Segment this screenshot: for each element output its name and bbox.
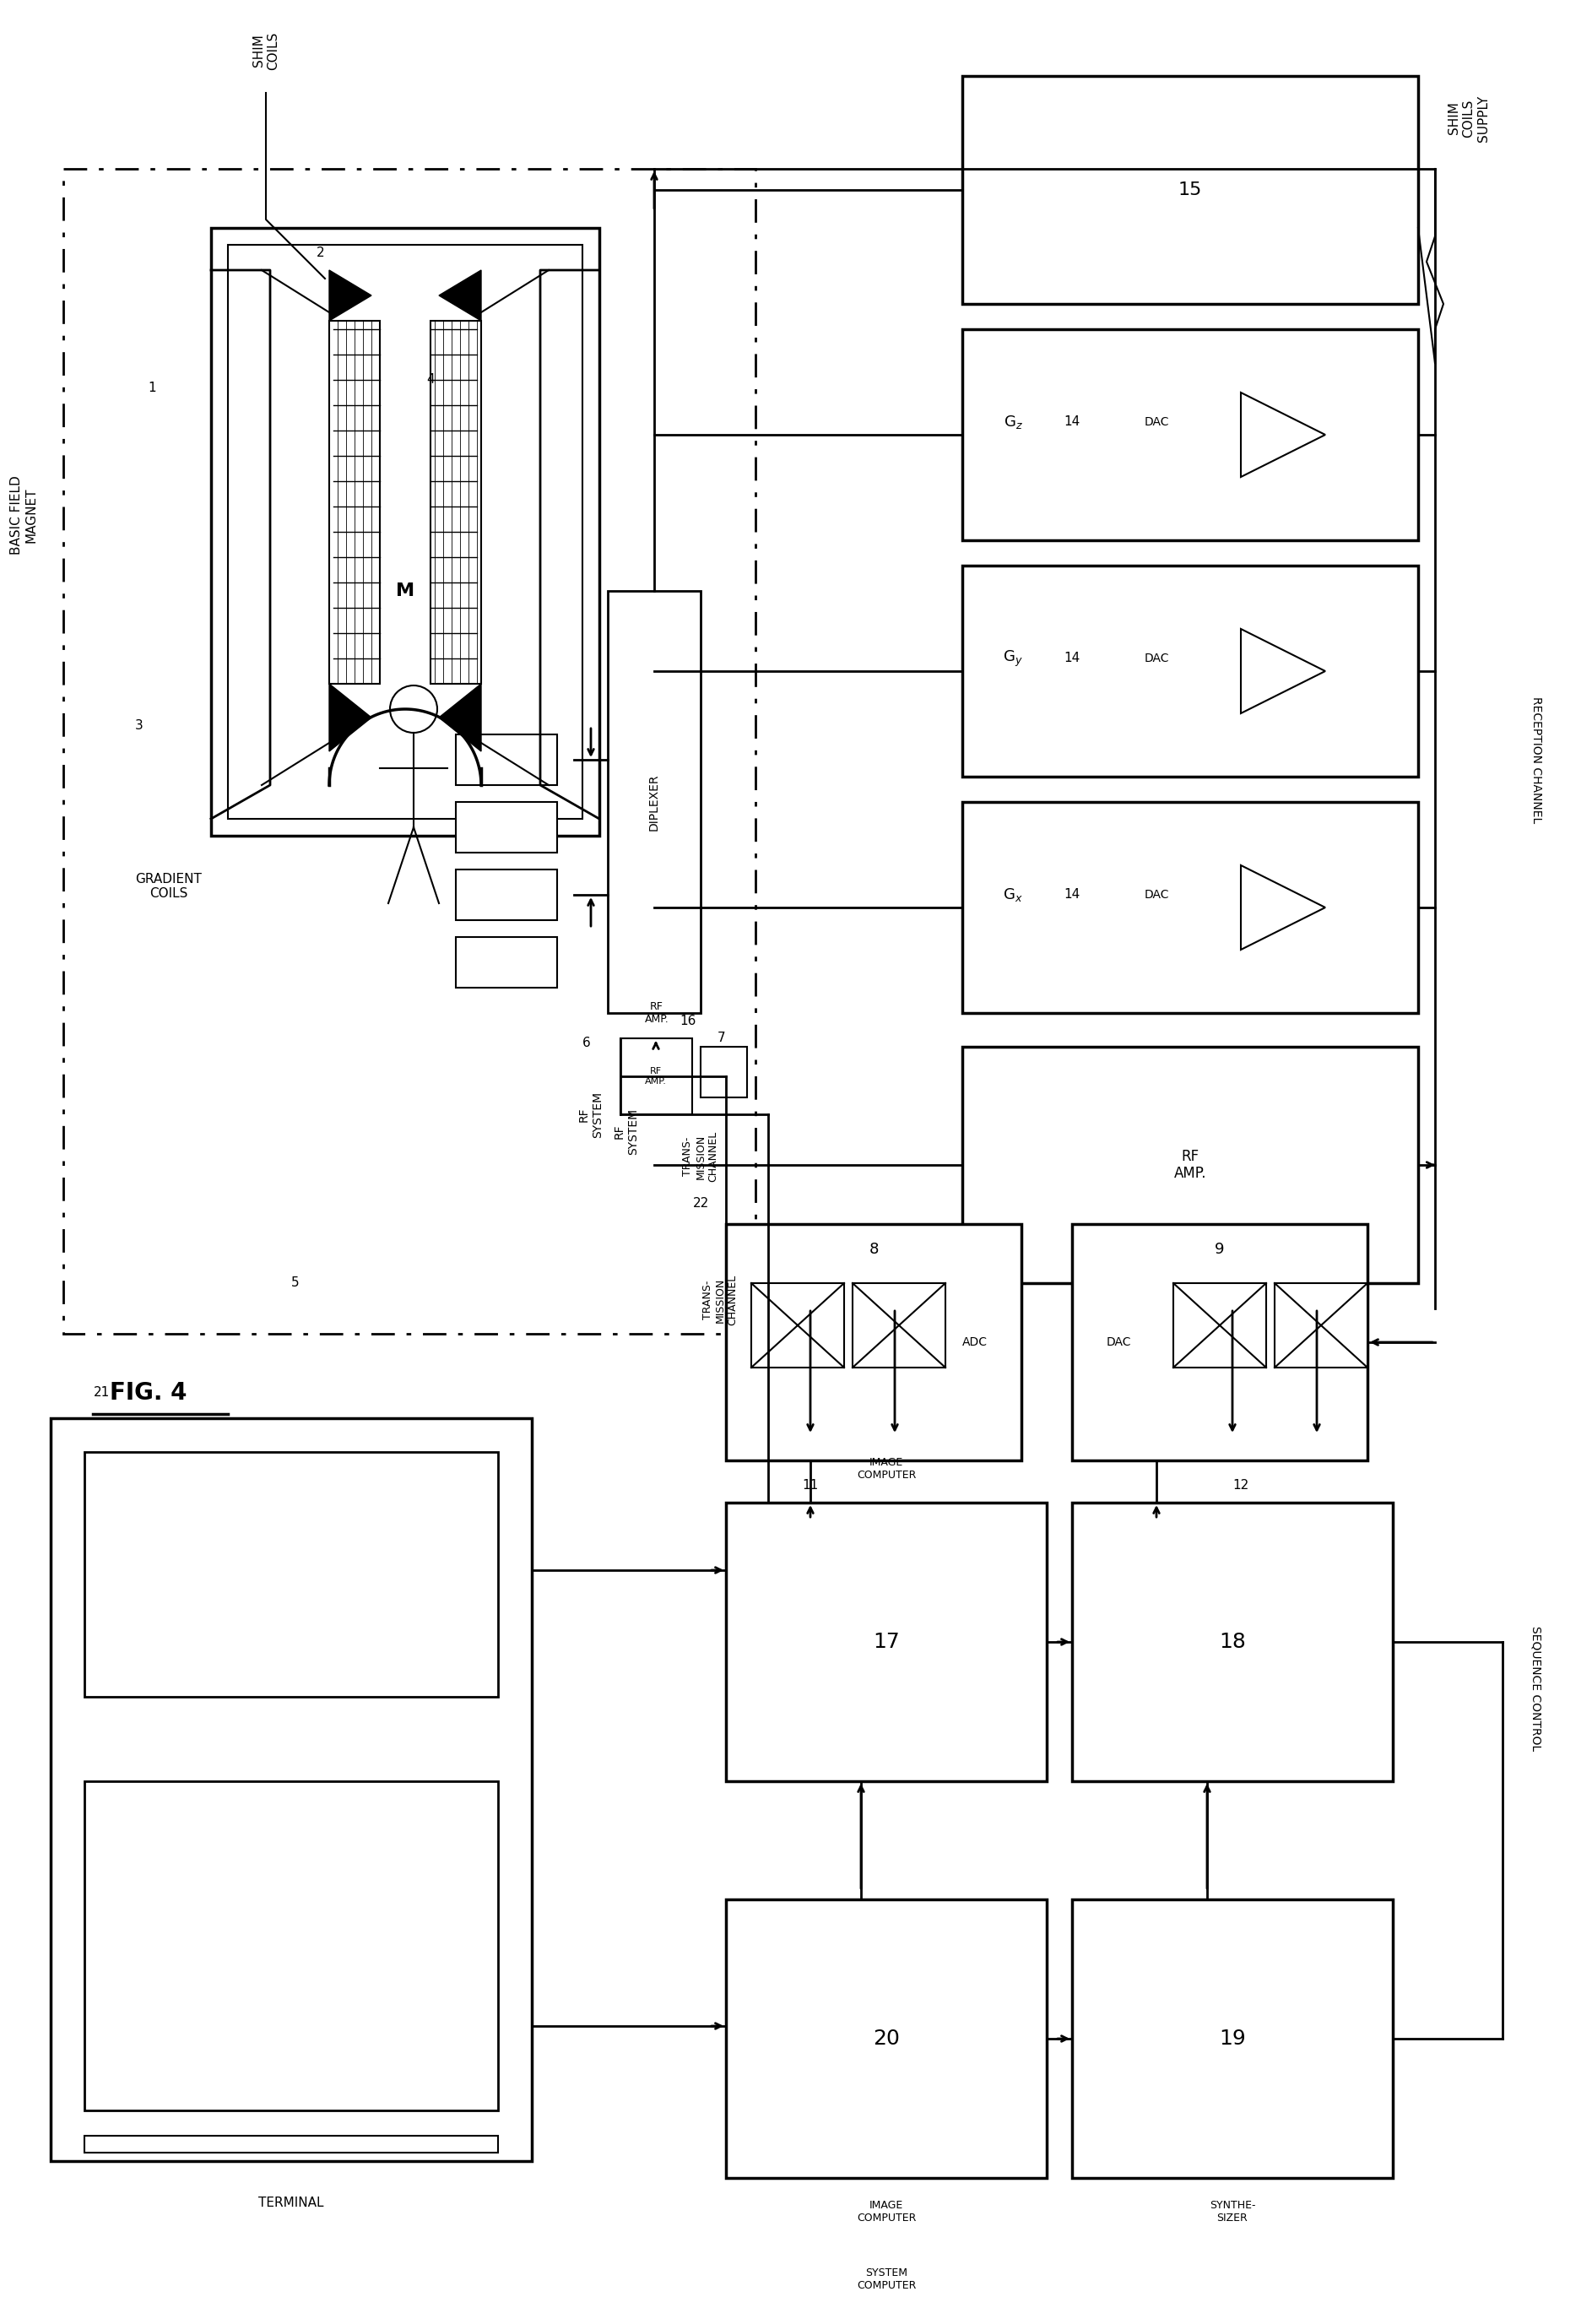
Text: 9: 9 [1215,1241,1224,1257]
Text: DAC: DAC [1145,653,1169,665]
Text: 20: 20 [872,2029,899,2050]
Text: RF
AMP.: RF AMP. [645,1002,669,1025]
Text: RF
SYSTEM: RF SYSTEM [578,1090,603,1136]
Polygon shape [439,270,481,321]
Text: G$_z$: G$_z$ [1003,414,1022,430]
Text: DAC: DAC [1145,888,1169,902]
Text: M: M [396,583,414,600]
Polygon shape [330,270,371,321]
Bar [84,1780,498,2110]
Text: DIPLEXER: DIPLEXER [648,774,661,830]
Bar [212,228,599,837]
Text: TRANS-
MISSION
CHANNEL: TRANS- MISSION CHANNEL [702,1274,739,1325]
Text: 15: 15 [1178,181,1202,198]
Text: DAC: DAC [1106,1336,1130,1348]
Text: 17: 17 [872,1631,899,1652]
Text: SYSTEM
COMPUTER: SYSTEM COMPUTER [856,2268,915,2291]
Text: RF
SYSTEM: RF SYSTEM [613,1109,638,1155]
Bar [1173,1283,1266,1367]
Text: RF
AMP.: RF AMP. [645,1067,667,1085]
Text: TRANS-
MISSION
CHANNEL: TRANS- MISSION CHANNEL [683,1132,718,1183]
Bar [228,244,583,818]
Polygon shape [330,683,371,751]
Bar [726,1504,1046,1780]
Text: 16: 16 [680,1016,696,1027]
Text: IMAGE
COMPUTER: IMAGE COMPUTER [856,2201,915,2224]
Text: 11: 11 [802,1480,818,1492]
Bar [51,1418,532,2161]
Bar [700,1046,747,1097]
Bar [1071,1225,1368,1459]
Bar [1071,1899,1393,2178]
Text: 4: 4 [427,374,435,386]
Bar [455,869,557,920]
Bar [430,321,481,683]
Bar [962,802,1418,1013]
Text: SHIM
COILS
SUPPLY: SHIM COILS SUPPLY [1447,95,1490,142]
Polygon shape [439,683,481,751]
Bar [621,1039,693,1113]
Text: 14: 14 [1063,888,1079,902]
Bar [84,2136,498,2152]
Bar [962,77,1418,304]
Bar [608,590,700,1013]
Text: GRADIENT
COILS: GRADIENT COILS [135,874,202,899]
Text: 7: 7 [718,1032,726,1046]
Text: IMAGE
COMPUTER: IMAGE COMPUTER [856,1457,915,1480]
Text: G$_x$: G$_x$ [1003,885,1024,904]
Text: ADC: ADC [962,1336,987,1348]
Text: RECEPTION CHANNEL: RECEPTION CHANNEL [1530,697,1543,823]
Bar [962,330,1418,539]
Text: 5: 5 [291,1276,299,1290]
Text: SEQUENCE CONTROL: SEQUENCE CONTROL [1530,1627,1543,1750]
Bar [455,734,557,786]
Text: RF
AMP.: RF AMP. [1173,1148,1207,1181]
Text: SHIM
COILS: SHIM COILS [252,33,280,70]
Bar [853,1283,946,1367]
Bar [962,1046,1418,1283]
Bar [726,1899,1046,2178]
Text: 6: 6 [583,1037,591,1048]
Bar [1275,1283,1368,1367]
Text: 1: 1 [148,381,156,395]
Text: SYNTHE-
SIZER: SYNTHE- SIZER [1210,2201,1256,2224]
Bar [84,1452,498,1697]
Text: 19: 19 [1219,2029,1247,2050]
Bar [751,1283,844,1367]
Text: G$_y$: G$_y$ [1003,648,1024,669]
Text: BASIC FIELD
MAGNET: BASIC FIELD MAGNET [10,476,37,555]
Text: 14: 14 [1063,653,1079,665]
Text: TERMINAL: TERMINAL [258,2196,323,2210]
Bar [64,170,756,1334]
Text: 12: 12 [1232,1480,1250,1492]
Text: 21: 21 [94,1387,110,1399]
Text: DAC: DAC [1145,416,1169,428]
Text: 8: 8 [869,1241,879,1257]
Text: 3: 3 [135,720,143,732]
Text: FIG. 4: FIG. 4 [110,1380,186,1404]
Text: 18: 18 [1219,1631,1247,1652]
Text: 2: 2 [317,246,325,260]
Bar [1071,1504,1393,1780]
Bar [455,937,557,988]
Text: 14: 14 [1063,416,1079,428]
Text: 22: 22 [693,1197,708,1208]
Bar [330,321,380,683]
Bar [962,565,1418,776]
Bar [455,802,557,853]
Bar [726,1225,1022,1459]
